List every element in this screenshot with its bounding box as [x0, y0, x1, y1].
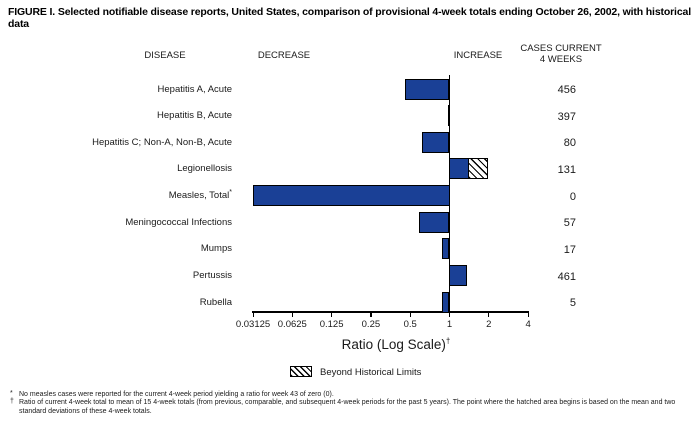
- cases-count: 5: [569, 297, 576, 310]
- x-axis-tick: [527, 311, 529, 317]
- disease-label: Mumps: [0, 243, 232, 254]
- bar-decrease: [422, 131, 450, 153]
- cases-count: 456: [557, 84, 576, 96]
- cases-count: 57: [563, 217, 576, 230]
- x-axis-tick: [409, 311, 411, 317]
- x-axis-tick: [331, 311, 333, 317]
- disease-label: Rubella: [0, 297, 232, 308]
- disease-label-text: Meningococcal Infections: [125, 216, 232, 228]
- x-axis-tick: [252, 311, 254, 317]
- x-axis-tick-label: 0.5: [403, 319, 417, 330]
- x-axis-tick-label: 1: [446, 319, 453, 330]
- footnote-text: No measles cases were reported for the c…: [19, 391, 334, 398]
- disease-label-text: Measles, Total: [168, 190, 230, 202]
- bar-increase: [448, 158, 469, 180]
- disease-label-text: Legionellosis: [177, 163, 232, 175]
- cases-count: 0: [569, 190, 576, 203]
- disease-label-text: Pertussis: [192, 270, 232, 282]
- cases-count: 461: [557, 270, 576, 283]
- x-axis-tick: [291, 311, 293, 317]
- disease-label: Hepatitis A, Acute: [0, 84, 232, 95]
- x-axis-tick-label: 2: [486, 319, 492, 330]
- disease-label: Measles, Total*: [0, 188, 232, 202]
- disease-label-text: Hepatitis A, Acute: [157, 83, 232, 95]
- disease-label: Legionellosis: [0, 163, 232, 174]
- footnote-measles: * No measles cases were reported for the…: [8, 390, 696, 399]
- footnotes: * No measles cases were reported for the…: [8, 390, 696, 416]
- x-axis-title-text: Ratio (Log Scale): [341, 337, 446, 352]
- bar-decrease: [447, 105, 450, 127]
- x-axis-tick-label: 0.125: [319, 319, 344, 330]
- column-header-decrease: DECREASE: [257, 50, 311, 61]
- bar-decrease: [405, 78, 450, 100]
- disease-label-text: Mumps: [200, 243, 232, 255]
- disease-label-text: Hepatitis C; Non-A, Non-B, Acute: [92, 136, 232, 148]
- figure-title: FIGURE I. Selected notifiable disease re…: [8, 6, 691, 30]
- x-axis-line: [252, 311, 529, 313]
- column-header-cases-current: CASES CURRENT 4 WEEKS: [501, 43, 621, 65]
- column-header-cases-line1: CASES CURRENT: [520, 43, 602, 54]
- bar-decrease: [418, 211, 450, 233]
- cases-count: 131: [557, 163, 576, 176]
- x-axis-tick: [488, 311, 490, 317]
- footnote-marker-dagger: †: [10, 398, 14, 406]
- x-axis-title: Ratio (Log Scale)†: [296, 337, 496, 352]
- cases-count: 17: [563, 243, 576, 256]
- disease-label: Hepatitis B, Acute: [0, 110, 232, 121]
- footnote-ratio: † Ratio of current 4-week total to mean …: [8, 398, 696, 416]
- column-header-increase: INCREASE: [453, 50, 503, 61]
- legend-label: Beyond Historical Limits: [320, 367, 422, 378]
- column-header-cases-line2: 4 WEEKS: [539, 53, 583, 65]
- dagger-superscript: †: [445, 336, 451, 346]
- x-axis-tick-label: 0.25: [361, 319, 381, 330]
- cases-count: 80: [563, 137, 576, 150]
- x-axis-tick-label: 4: [525, 319, 531, 330]
- disease-label-text: Hepatitis B, Acute: [157, 110, 232, 122]
- bar-beyond-historical-limits: [467, 158, 489, 180]
- x-axis-tick-label: 0.03125: [235, 319, 271, 330]
- bar-increase: [448, 265, 467, 287]
- disease-label-text: Rubella: [199, 296, 232, 308]
- footnote-marker-asterisk: *: [10, 390, 13, 397]
- hatched-swatch-icon: [290, 366, 312, 377]
- bar-decrease: [253, 185, 450, 207]
- asterisk-superscript: *: [229, 188, 232, 196]
- footnote-text: Ratio of current 4-week total to mean of…: [19, 399, 676, 415]
- column-header-disease: DISEASE: [144, 50, 186, 61]
- disease-label: Pertussis: [0, 270, 232, 281]
- x-axis-tick: [449, 311, 451, 317]
- x-axis-tick-label: 0.0625: [277, 319, 307, 330]
- x-axis-tick: [370, 311, 372, 317]
- cases-count: 397: [557, 110, 576, 123]
- disease-label: Hepatitis C; Non-A, Non-B, Acute: [0, 137, 232, 148]
- disease-label: Meningococcal Infections: [0, 217, 232, 228]
- bar-decrease: [442, 291, 450, 313]
- bar-decrease: [442, 238, 450, 260]
